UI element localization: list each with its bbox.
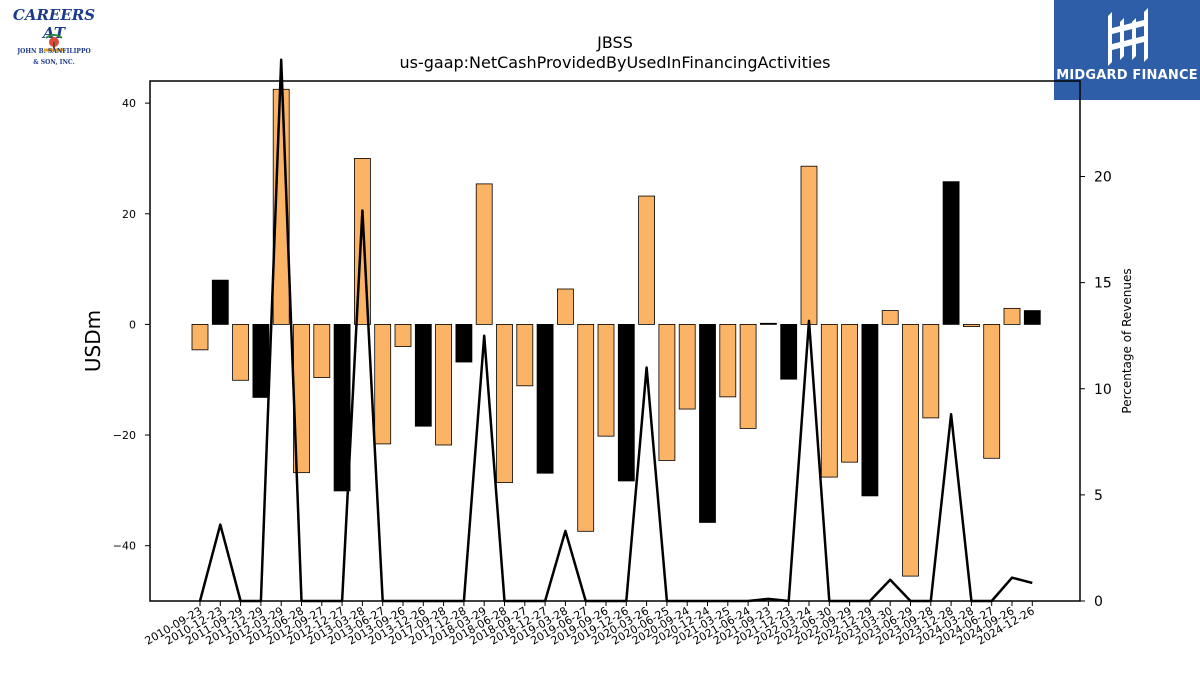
x-axis: 2010-09-232010-12-232011-09-292011-12-29… xyxy=(143,601,1037,648)
plot-frame xyxy=(149,80,1081,602)
bar xyxy=(760,322,777,325)
midgard-mark-icon xyxy=(1108,8,1148,66)
bar xyxy=(232,324,250,381)
y-tick-label: 20 xyxy=(122,208,136,221)
y-tick-label: 40 xyxy=(122,97,136,110)
bar xyxy=(638,195,655,325)
bar xyxy=(414,324,432,427)
bar xyxy=(780,324,798,380)
bar xyxy=(739,324,757,429)
bar xyxy=(435,324,453,446)
bar xyxy=(536,324,554,474)
y-axis-label: USDm xyxy=(81,310,105,372)
bar xyxy=(881,310,899,325)
y-tick-label: 0 xyxy=(129,318,136,331)
bar xyxy=(678,324,696,410)
bar xyxy=(800,165,818,325)
bar xyxy=(211,279,229,325)
bar xyxy=(983,324,1001,459)
bar xyxy=(658,324,676,461)
bar xyxy=(699,324,716,523)
bar xyxy=(1023,310,1041,325)
y2-tick-label: 0 xyxy=(1094,594,1103,610)
y2-axis-label: Percentage of Revenues xyxy=(1120,268,1134,413)
bar xyxy=(516,324,534,387)
bar xyxy=(394,324,412,347)
y-tick-label: −40 xyxy=(113,540,136,553)
bar xyxy=(861,324,879,497)
bars-layer xyxy=(191,88,1041,577)
bar xyxy=(963,324,980,328)
bar xyxy=(942,181,960,325)
bar xyxy=(557,288,574,325)
bar xyxy=(922,324,940,419)
careers-logo-line2: JOHN B. SANFILIPPO xyxy=(17,48,91,55)
bar xyxy=(902,324,919,577)
chart-subtitle: us-gaap:NetCashProvidedByUsedInFinancing… xyxy=(399,53,830,72)
y2-tick-label: 5 xyxy=(1094,488,1103,504)
y2-tick-label: 15 xyxy=(1094,276,1112,292)
bar xyxy=(455,324,473,363)
bar xyxy=(496,324,513,484)
bar xyxy=(252,324,270,398)
bar xyxy=(719,324,737,398)
y-tick-label: −20 xyxy=(113,429,136,442)
y2-axis: 0 5 10 15 20 xyxy=(1080,170,1112,610)
midgard-brand-text: MIDGARD FINANCE xyxy=(1056,68,1198,83)
palm-tree-icon xyxy=(44,34,64,52)
bar xyxy=(841,324,858,463)
bar xyxy=(313,324,331,378)
careers-logo-line3: & SON, INC. xyxy=(33,59,75,66)
bar xyxy=(820,324,838,478)
y-axis: 40 20 0 −20 −40 xyxy=(113,97,150,553)
y2-tick-label: 10 xyxy=(1094,382,1112,398)
bar xyxy=(597,324,615,437)
y2-tick-label: 20 xyxy=(1094,170,1112,186)
careers-logo: CAREERS AT JOHN B. SANFILIPPO & SON, INC… xyxy=(4,4,104,72)
bar xyxy=(577,324,595,532)
bar xyxy=(475,183,493,325)
midgard-logo: MIDGARD FINANCE xyxy=(1054,0,1200,100)
bar xyxy=(333,324,351,492)
bar xyxy=(374,324,392,445)
chart-title: JBSS xyxy=(596,33,633,52)
bar xyxy=(617,324,635,482)
bar xyxy=(191,324,209,351)
bar xyxy=(1003,307,1021,325)
